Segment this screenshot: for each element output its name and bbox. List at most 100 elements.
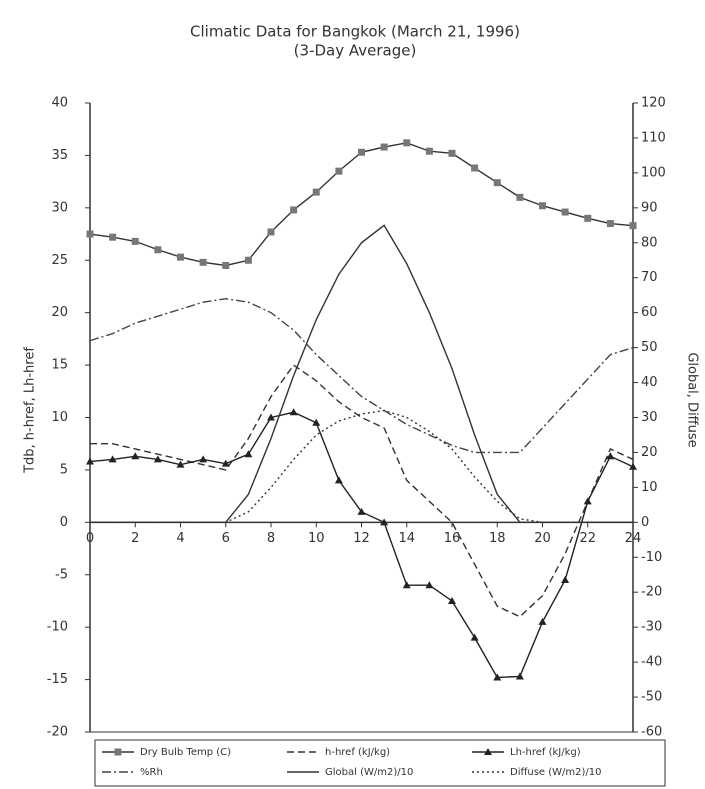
y-tick-label: -10 [47, 620, 68, 635]
legend-label: Diffuse (W/m2)/10 [510, 767, 602, 778]
triangle-marker [244, 450, 253, 458]
y2-tick-label: -60 [641, 725, 662, 740]
triangle-marker [312, 418, 321, 426]
square-marker [539, 202, 546, 210]
triangle-marker [470, 633, 479, 641]
square-marker [403, 139, 411, 147]
square-marker [177, 253, 184, 261]
legend-box [94, 739, 666, 787]
y-tick-label: 30 [51, 200, 68, 215]
y2-tick-label: 20 [641, 445, 658, 460]
y2-tick-label: 50 [641, 340, 658, 355]
square-marker [86, 230, 94, 238]
y2-tick-label: 10 [641, 480, 658, 495]
triangle-marker [221, 459, 230, 467]
y2-tick-label: 100 [641, 165, 666, 180]
triangle-marker [176, 460, 185, 468]
chart-subtitle: (3-Day Average) [294, 42, 417, 60]
triangle-marker [493, 673, 502, 681]
y-tick-label: 5 [60, 462, 68, 477]
square-marker [267, 228, 275, 236]
triangle-marker [357, 507, 366, 515]
triangle-marker [425, 581, 434, 589]
triangle-marker [267, 413, 275, 421]
square-marker [380, 143, 388, 151]
x-tick-label: 12 [353, 531, 370, 546]
square-marker [629, 222, 637, 230]
y-tick-label: 20 [51, 305, 68, 320]
triangle-marker [153, 455, 162, 463]
legend-label: Lh-href (kJ/kg) [510, 747, 581, 758]
y2-tick-label: 110 [641, 130, 666, 145]
triangle-marker [380, 518, 389, 526]
y-tick-label: 35 [51, 148, 68, 163]
x-tick-label: 18 [489, 531, 506, 546]
triangle-marker [131, 452, 140, 460]
triangle-marker [515, 672, 524, 680]
x-tick-label: 0 [86, 531, 94, 546]
square-marker [584, 214, 592, 222]
legend-label: h-href (kJ/kg) [325, 747, 390, 758]
series-line [89, 297, 634, 454]
x-tick-label: 4 [176, 531, 184, 546]
y-tick-label: 25 [51, 253, 68, 268]
square-marker [244, 256, 252, 264]
y2-tick-label: 30 [641, 410, 658, 425]
triangle-marker [583, 497, 592, 505]
x-tick-label: 6 [222, 531, 230, 546]
x-tick-label: 22 [579, 531, 596, 546]
series-line [90, 409, 633, 524]
square-marker [154, 246, 162, 254]
y2-tick-label: -10 [641, 550, 662, 565]
square-marker [290, 206, 298, 214]
x-tick-label: 20 [534, 531, 551, 546]
y-tick-label: -15 [47, 672, 68, 687]
y2-tick-label: -20 [641, 585, 662, 600]
y-tick-label: 40 [51, 96, 68, 111]
triangle-marker [334, 476, 343, 484]
y2-tick-label: -30 [641, 620, 662, 635]
square-marker [425, 147, 433, 155]
y2-tick-label: 80 [641, 235, 658, 250]
triangle-marker [606, 452, 615, 460]
triangle-marker [561, 575, 570, 583]
square-marker [561, 208, 569, 216]
square-marker [448, 149, 456, 157]
square-marker [606, 220, 614, 228]
x-tick-label: 16 [444, 531, 461, 546]
square-marker [471, 164, 479, 172]
series-line [90, 364, 634, 618]
y-tick-label: 10 [51, 410, 68, 425]
y2-tick-label: 120 [641, 96, 666, 111]
triangle-marker [289, 408, 298, 416]
legend-marker [484, 748, 492, 755]
triangle-marker [199, 455, 208, 463]
triangle-marker [402, 581, 411, 589]
y2-tick-label: 90 [641, 200, 658, 215]
square-marker [493, 179, 501, 187]
y-tick-label: -5 [55, 567, 68, 582]
square-marker [109, 233, 117, 241]
y2-axis-label: Global, Diffuse [685, 352, 700, 447]
y-axis-label: Tdb, h-href, Lh-href [23, 347, 38, 474]
triangle-marker [86, 457, 94, 465]
x-tick-label: 24 [625, 531, 642, 546]
square-marker [131, 237, 139, 245]
y-tick-label: -20 [47, 725, 68, 740]
y2-tick-label: 40 [641, 375, 658, 390]
x-tick-label: 8 [267, 531, 275, 546]
y-tick-label: 0 [60, 515, 68, 530]
square-marker [222, 261, 230, 269]
y2-tick-label: 0 [641, 515, 649, 530]
legend-label: Global (W/m2)/10 [325, 767, 413, 778]
legend-marker [114, 748, 122, 756]
x-tick-label: 2 [131, 531, 139, 546]
triangle-marker [108, 455, 117, 463]
square-marker [358, 148, 365, 156]
chart-title: Climatic Data for Bangkok (March 21, 199… [190, 23, 520, 41]
square-marker [199, 258, 207, 266]
x-tick-label: 14 [398, 531, 415, 546]
triangle-marker [538, 617, 547, 625]
